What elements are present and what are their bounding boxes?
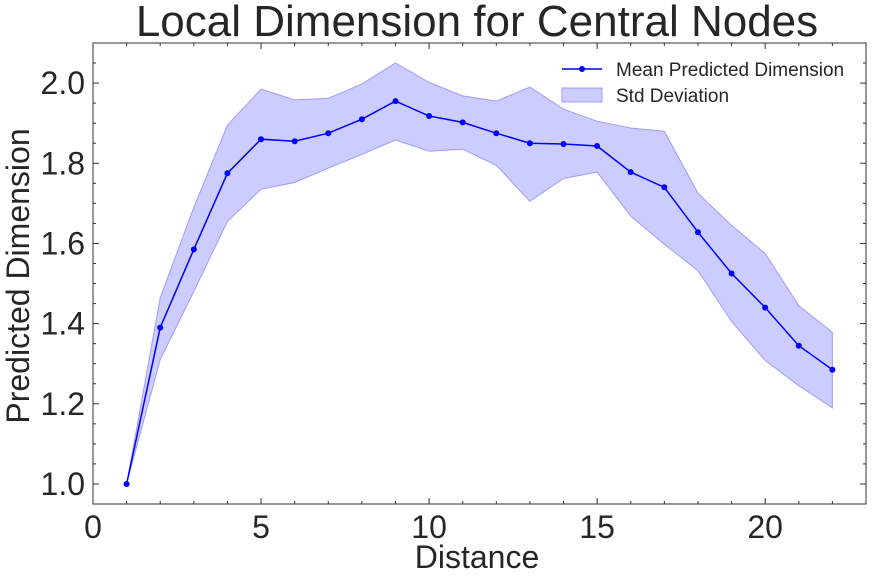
data-point: [526, 140, 533, 147]
data-point: [358, 116, 365, 123]
data-point: [190, 246, 197, 253]
plot-area-frame: [92, 42, 867, 505]
data-point: [392, 98, 399, 105]
data-point: [795, 342, 802, 349]
y-tick-label: 1.6: [41, 225, 85, 261]
y-tick-label: 1.8: [41, 145, 85, 181]
data-point: [829, 366, 836, 373]
data-point: [762, 304, 769, 311]
legend-marker-swatch: [579, 66, 585, 72]
legend-label-mean: Mean Predicted Dimension: [616, 60, 844, 81]
data-point: [627, 169, 634, 176]
data-point: [560, 141, 567, 147]
y-tick-label: 2.0: [41, 65, 85, 101]
data-point: [426, 113, 433, 119]
y-axis-label: Predicted Dimension: [0, 128, 36, 423]
x-tick-label: 5: [252, 509, 270, 545]
legend-band-swatch: [561, 87, 603, 103]
x-tick-label: 0: [84, 509, 102, 545]
data-point: [459, 119, 466, 126]
x-tick-labels: 0 5 10 15 20: [84, 509, 783, 545]
legend-label-std: Std Deviation: [616, 86, 729, 107]
data-point: [157, 324, 164, 331]
y-tick-labels: 1.0 1.2 1.4 1.6 1.8 2.0: [41, 65, 85, 502]
data-point: [594, 143, 601, 149]
x-tick-label: 15: [579, 509, 615, 545]
chart-title: Local Dimension for Central Nodes: [136, 0, 818, 46]
mean-predicted-dimension-line: [125, 100, 833, 485]
data-point: [258, 136, 264, 143]
y-tick-label: 1.2: [41, 386, 85, 422]
data-point: [695, 229, 701, 236]
data-point: [493, 130, 500, 137]
axis-ticks-layer: [92, 42, 867, 504]
data-point: [123, 481, 130, 487]
x-tick-label: 10: [411, 509, 447, 545]
data-point: [325, 130, 332, 137]
data-point: [728, 270, 735, 277]
y-tick-label: 1.0: [41, 466, 85, 502]
data-point: [224, 170, 231, 177]
mean-line-layer: [125, 100, 833, 485]
y-tick-label: 1.4: [41, 306, 85, 342]
x-tick-label: 20: [747, 509, 783, 545]
data-point: [661, 184, 668, 191]
chart-legend: Mean Predicted Dimension Std Deviation: [561, 60, 844, 107]
std-deviation-band: [126, 62, 833, 485]
data-points-layer: [123, 98, 836, 487]
data-point: [291, 138, 298, 145]
x-axis-label: Distance: [415, 539, 540, 575]
std-deviation-band-layer: [126, 62, 833, 485]
